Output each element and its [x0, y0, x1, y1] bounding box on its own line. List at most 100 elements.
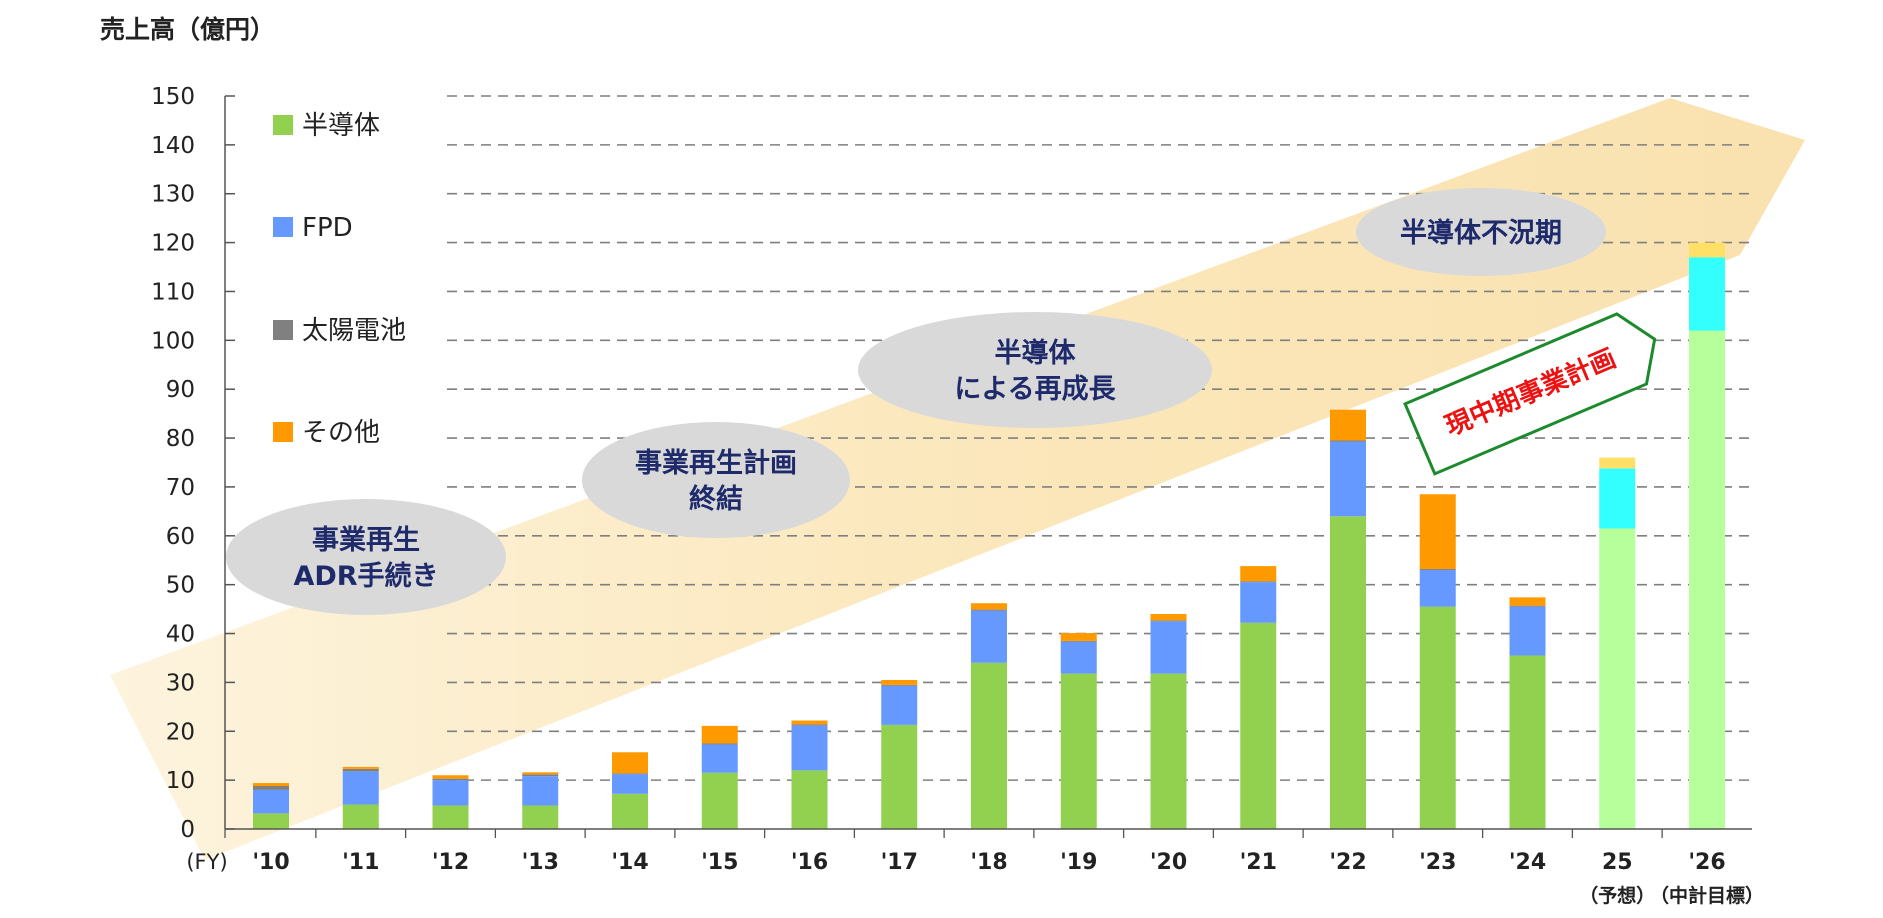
- bar-segment: [342, 804, 379, 829]
- x-tick-label: 25: [1602, 850, 1633, 875]
- x-tick-label: '24: [1509, 850, 1546, 875]
- bar-segment: [971, 609, 1007, 611]
- bar-segment: [971, 603, 1007, 610]
- bar-segment: [1240, 622, 1277, 829]
- legend-swatch: [273, 422, 293, 442]
- bar-segment: [791, 720, 828, 725]
- y-tick-label: 100: [151, 328, 195, 354]
- bar-segment: [791, 725, 828, 771]
- annotation-bubble: 半導体不況期: [1356, 188, 1606, 276]
- y-tick-label: 90: [166, 377, 195, 403]
- x-tick-label: '16: [791, 850, 828, 875]
- bar-segment: [522, 805, 559, 829]
- legend-label: 半導体: [302, 111, 380, 141]
- bar-segment: [1419, 569, 1456, 571]
- y-tick-label: 20: [166, 719, 195, 745]
- y-axis-title: 売上高（億円）: [100, 15, 276, 44]
- bar-segment: [1060, 641, 1097, 674]
- bar-segment: [253, 813, 289, 829]
- bar-segment: [701, 743, 738, 745]
- x-tick-label: '18: [970, 850, 1007, 875]
- bar-segment: [1599, 528, 1636, 829]
- bar-segment: [612, 774, 648, 794]
- x-tick-label: '23: [1419, 850, 1456, 875]
- bar-segment: [1330, 409, 1366, 441]
- legend-label: 太陽電池: [302, 316, 406, 346]
- bubble-shape: [226, 499, 506, 615]
- x-tick-label: '26: [1688, 850, 1725, 875]
- bar-segment: [432, 778, 469, 781]
- bar-segment: [1150, 620, 1187, 622]
- bar-segment: [253, 783, 289, 786]
- bar-segment: [1599, 457, 1636, 469]
- bar-segment: [881, 724, 918, 829]
- x-tick-sublabel: （予想）: [1579, 884, 1655, 907]
- bar-segment: [881, 685, 918, 725]
- bar-segment: [881, 684, 918, 686]
- bar-segment: [1060, 640, 1097, 642]
- legend-label: その他: [302, 418, 380, 448]
- bar-segment: [1330, 441, 1366, 517]
- x-tick-label: '21: [1240, 850, 1277, 875]
- y-tick-label: 130: [151, 182, 195, 208]
- bar-segment: [1509, 655, 1546, 829]
- bubble-text: 半導体: [995, 337, 1077, 369]
- y-tick-label: 150: [151, 84, 195, 110]
- bubble-shape: [1356, 188, 1606, 276]
- bubble-text: 事業再生計画: [635, 447, 797, 479]
- x-tick-label: '20: [1150, 850, 1187, 875]
- x-tick-label: '13: [522, 850, 559, 875]
- bar-segment: [253, 789, 289, 814]
- bar-segment: [1509, 605, 1546, 607]
- bar-segment: [971, 610, 1007, 663]
- bar-segment: [432, 775, 469, 779]
- bar-segment: [342, 766, 379, 769]
- bar-segment: [612, 752, 648, 774]
- y-tick-label: 120: [151, 231, 195, 257]
- bar-segment: [1240, 566, 1277, 582]
- bar-segment: [1509, 597, 1546, 606]
- bar-segment: [1330, 440, 1366, 442]
- y-tick-label: 30: [166, 670, 195, 696]
- x-tick-label: '10: [252, 850, 289, 875]
- bar-segment: [1509, 606, 1546, 656]
- bar-segment: [1689, 257, 1725, 331]
- bar-segment: [971, 662, 1007, 829]
- bar-segment: [701, 725, 738, 744]
- bar-segment: [1419, 606, 1456, 829]
- bar-segment: [701, 744, 738, 773]
- bar-segment: [1599, 468, 1636, 529]
- x-tick-label: '11: [342, 850, 379, 875]
- x-tick-label: '17: [881, 850, 918, 875]
- bar-segment: [432, 805, 469, 829]
- y-tick-label: 110: [151, 279, 195, 305]
- legend-swatch: [273, 320, 293, 340]
- x-tick-label: '14: [611, 850, 648, 875]
- bar-segment: [522, 776, 559, 806]
- bar-segment: [1419, 494, 1456, 570]
- y-tick-label: 40: [166, 622, 195, 648]
- x-axis-label: (FY): [186, 850, 227, 874]
- y-tick-label: 10: [166, 768, 195, 794]
- bubble-text: 半導体不況期: [1400, 217, 1562, 249]
- bar-segment: [1060, 633, 1097, 641]
- background-band: [110, 98, 1805, 860]
- bubble-shape: [858, 312, 1212, 428]
- bubble-shape: [582, 422, 850, 538]
- bar-segment: [1150, 673, 1187, 829]
- bar-segment: [432, 780, 469, 806]
- x-tick-sublabel: （中計目標）: [1650, 884, 1764, 907]
- bar-segment: [791, 770, 828, 829]
- bubble-text: による再成長: [954, 374, 1116, 405]
- bubble-text: ADR手続き: [293, 561, 438, 592]
- legend-label: FPD: [302, 213, 353, 243]
- bar-segment: [342, 768, 379, 772]
- y-tick-label: 50: [166, 573, 195, 599]
- y-tick-label: 80: [166, 426, 195, 452]
- x-tick-label: '19: [1060, 850, 1097, 875]
- x-tick-label: '22: [1329, 850, 1366, 875]
- bar-segment: [1150, 621, 1187, 674]
- bar-segment: [522, 772, 559, 775]
- bar-segment: [1240, 581, 1277, 583]
